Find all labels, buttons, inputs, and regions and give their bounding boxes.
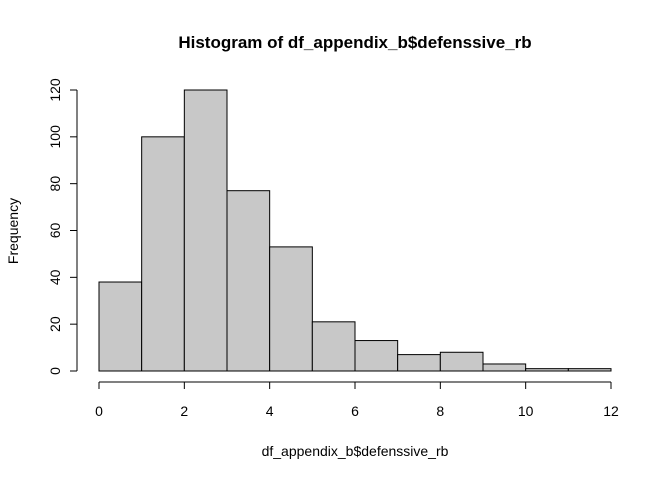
- histogram-bar: [98, 281, 143, 372]
- histogram-bar: [397, 354, 441, 372]
- histogram-bar: [439, 351, 484, 372]
- x-tick-label: 2: [180, 403, 188, 419]
- x-axis-label: df_appendix_b$defenssive_rb: [262, 443, 449, 459]
- histogram-bar: [183, 89, 228, 372]
- x-tick-label: 0: [95, 403, 103, 419]
- x-tick-label: 6: [351, 403, 359, 419]
- x-tick-label: 8: [436, 403, 444, 419]
- histogram-bar: [525, 368, 569, 372]
- histogram-bar: [269, 246, 313, 372]
- y-tick-label: 60: [47, 223, 63, 239]
- histogram-bar: [226, 190, 271, 372]
- bars-group: [98, 89, 612, 372]
- y-axis-label: Frequency: [5, 198, 21, 264]
- x-tick-label: 10: [518, 403, 534, 419]
- histogram-bar: [354, 340, 399, 372]
- y-tick-label: 100: [47, 125, 63, 149]
- histogram-bar: [482, 363, 527, 372]
- y-tick-label: 120: [47, 78, 63, 102]
- chart-title: Histogram of df_appendix_b$defenssive_rb: [178, 33, 531, 52]
- histogram-bar: [311, 321, 356, 372]
- histogram-bar: [141, 136, 185, 372]
- x-tick-label: 4: [266, 403, 274, 419]
- histogram-bar: [567, 368, 612, 372]
- x-tick-label: 12: [603, 403, 619, 419]
- y-axis: 0 20 40 60 80 100 120: [47, 78, 78, 375]
- y-tick-label: 40: [47, 269, 63, 285]
- x-axis: 0 2 4 6 8 10 12: [95, 381, 619, 419]
- y-tick-label: 20: [47, 316, 63, 332]
- y-tick-label: 80: [47, 176, 63, 192]
- y-tick-label: 0: [47, 367, 63, 375]
